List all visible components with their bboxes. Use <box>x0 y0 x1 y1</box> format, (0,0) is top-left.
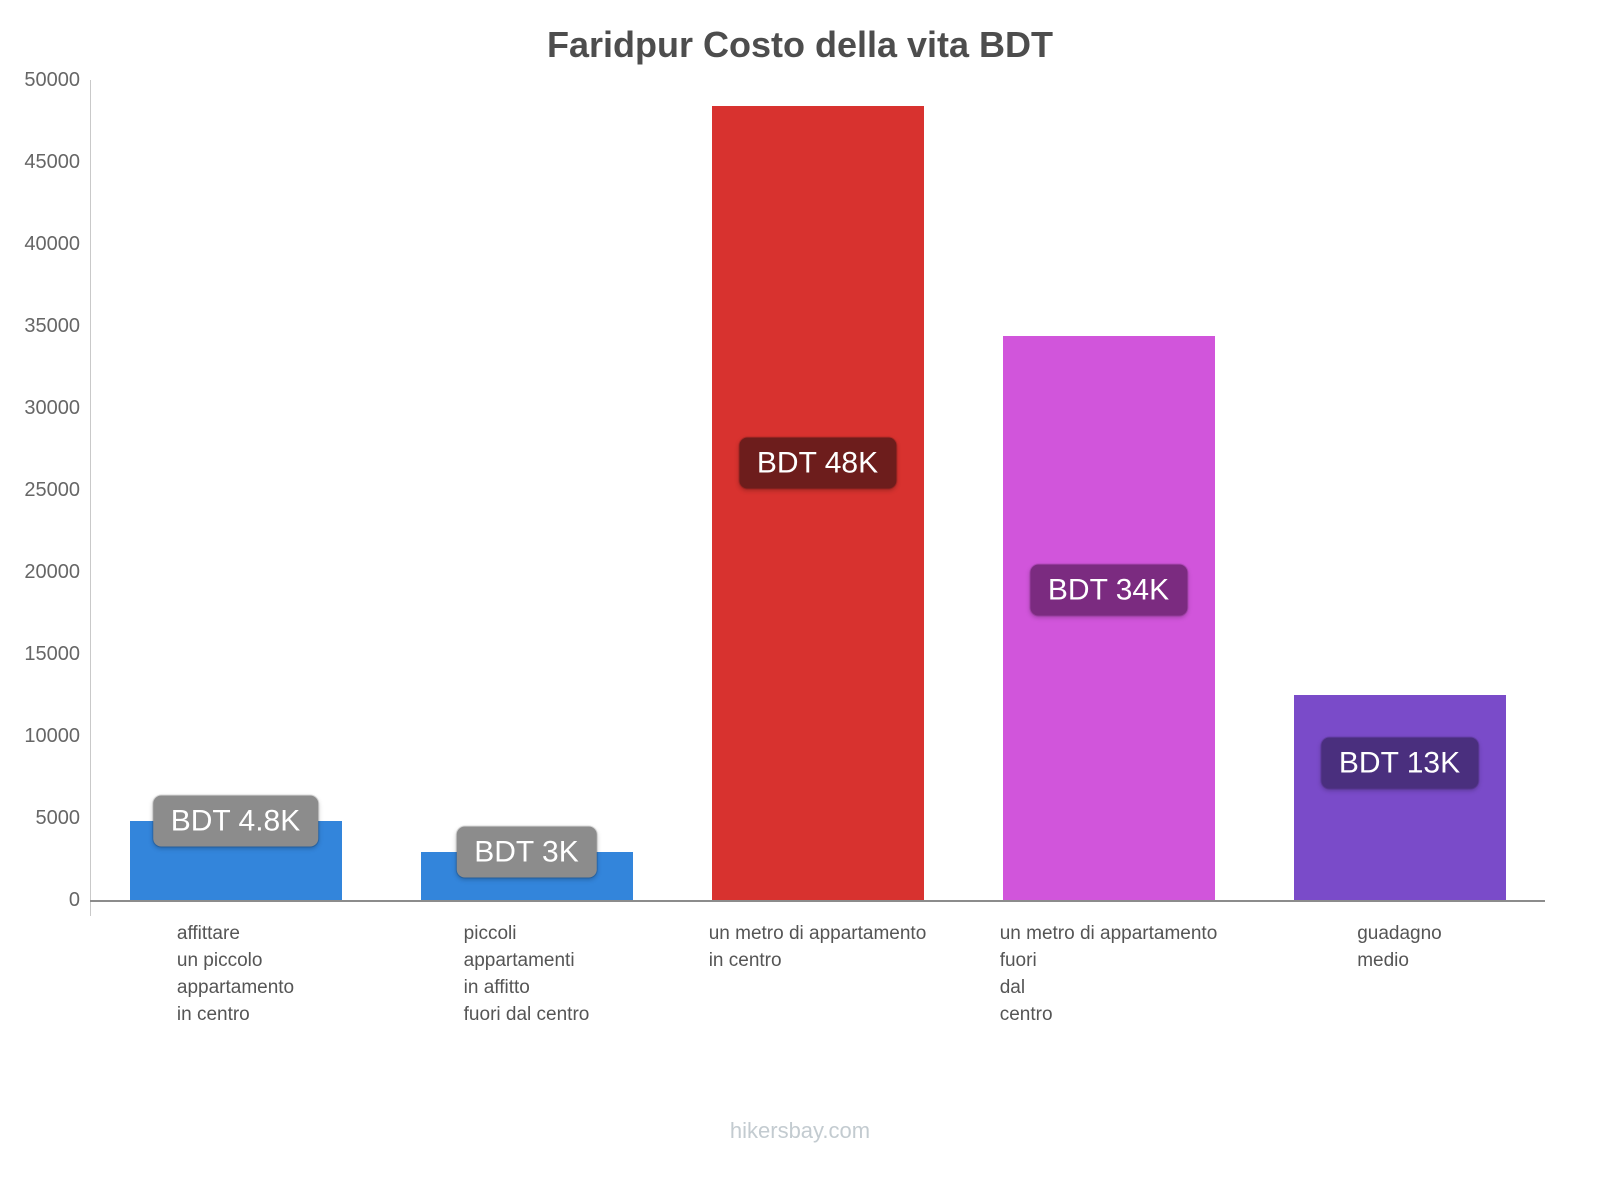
y-tick-label: 10000 <box>24 725 80 747</box>
category-label-line: un piccolo <box>176 950 263 971</box>
bar-value-label: BDT 13K <box>1320 737 1479 789</box>
category-label-line: appartamento <box>176 977 295 998</box>
category-label-line: appartamenti <box>463 950 575 971</box>
category-label: un metro di appartamento fuori dal centro <box>1000 920 1218 1028</box>
category-label-line: centro <box>999 1004 1053 1025</box>
y-tick-label: 0 <box>68 889 80 911</box>
y-tick-label: 30000 <box>24 397 80 419</box>
bar-value-label: BDT 3K <box>456 826 597 878</box>
y-tick-label: 25000 <box>24 479 80 501</box>
category-label-line: guadagno <box>1357 923 1442 944</box>
category-label-line: medio <box>1357 950 1409 971</box>
category-label-line: in centro <box>708 950 782 971</box>
category-label-line: un metro di appartamento <box>708 923 927 944</box>
category-label-slot: un metro di appartamento in centro <box>672 920 963 1028</box>
bars-container: BDT 4.8K BDT 3K BDT 48K BDT 34K BDT 13K <box>90 80 1545 900</box>
category-label-line: un metro di appartamento <box>999 923 1218 944</box>
y-axis-line <box>90 80 91 916</box>
plot-area: 0 5000 10000 15000 20000 25000 30000 35000 40000… <box>24 70 1545 916</box>
y-tick-label: 40000 <box>24 233 80 255</box>
chart-title: Faridpur Costo della vita BDT <box>546 24 1054 65</box>
y-tick-label: 45000 <box>24 151 80 173</box>
category-label-line: fuori dal centro <box>463 1004 590 1025</box>
category-label-line: piccoli <box>463 923 517 944</box>
category-label-line: affittare <box>176 923 240 944</box>
watermark-text: hikersbay.com <box>729 1118 871 1143</box>
category-label: un metro di appartamento in centro <box>709 920 927 1028</box>
category-label-line: in centro <box>176 1004 250 1025</box>
category-label: piccoli appartamenti in affitto fuori dal c… <box>464 920 590 1028</box>
category-label-line: fuori <box>999 950 1037 971</box>
y-tick-label: 15000 <box>24 643 80 665</box>
bar-value-label: BDT 34K <box>1029 564 1188 616</box>
category-label-slot: affittare un piccolo appartamento in centro <box>90 920 381 1028</box>
bar <box>711 106 924 900</box>
y-tick-label: 50000 <box>24 69 80 91</box>
y-tick-label: 5000 <box>35 807 81 829</box>
category-label-line: dal <box>999 977 1026 998</box>
category-label: affittare un piccolo appartamento in centro <box>177 920 294 1028</box>
bar-value-label: BDT 4.8K <box>152 795 319 847</box>
bar <box>1293 695 1506 900</box>
bar <box>1002 335 1215 900</box>
x-axis-category-labels: affittare un piccolo appartamento in centro… <box>90 920 1545 1028</box>
category-label-slot: un metro di appartamento fuori dal centro <box>963 920 1254 1028</box>
category-label: guadagno medio <box>1357 920 1442 1028</box>
category-label-line: in affitto <box>463 977 530 998</box>
category-label-slot: guadagno medio <box>1254 920 1545 1028</box>
y-axis-tick-labels: 0 5000 10000 15000 20000 25000 30000 35000 40000… <box>0 70 81 910</box>
y-tick-label: 35000 <box>24 315 80 337</box>
x-axis-line <box>90 900 1545 902</box>
category-label-slot: piccoli appartamenti in affitto fuori dal c… <box>381 920 672 1028</box>
bar-value-label: BDT 48K <box>738 437 897 489</box>
y-tick-label: 20000 <box>24 561 80 583</box>
